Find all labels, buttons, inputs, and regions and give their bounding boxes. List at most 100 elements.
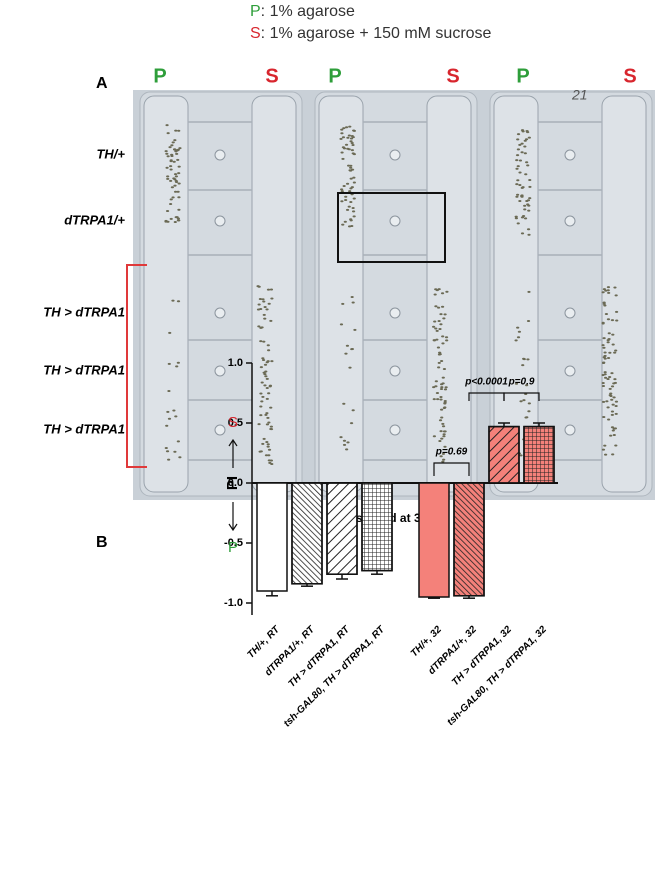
fly xyxy=(176,158,180,161)
fly xyxy=(259,405,263,408)
fly xyxy=(614,412,618,415)
fly xyxy=(516,193,520,196)
column-label: S xyxy=(446,65,459,87)
fly xyxy=(344,352,348,355)
fly xyxy=(442,435,446,438)
fly xyxy=(346,136,350,139)
fly xyxy=(607,418,611,421)
fly xyxy=(171,196,175,199)
fly xyxy=(165,124,169,127)
highlight-box xyxy=(337,192,446,263)
fly xyxy=(347,134,351,137)
bar-hatch xyxy=(361,482,393,572)
fly xyxy=(165,152,169,155)
fly xyxy=(269,459,274,462)
fly xyxy=(265,377,269,380)
fly xyxy=(259,340,263,343)
fly xyxy=(443,445,447,448)
fly xyxy=(527,233,531,236)
fly xyxy=(173,221,177,224)
fly xyxy=(169,179,173,182)
fly xyxy=(339,436,343,439)
fly xyxy=(610,426,615,429)
photo xyxy=(133,90,655,500)
fly xyxy=(175,152,179,155)
annotation: p<0.0001 xyxy=(464,377,508,388)
fly xyxy=(269,425,273,428)
fly xyxy=(264,454,269,457)
fly xyxy=(175,365,179,368)
fly xyxy=(519,400,523,403)
fly xyxy=(439,323,443,326)
fly xyxy=(528,197,532,200)
fly xyxy=(611,343,615,346)
fly xyxy=(170,153,174,156)
fly xyxy=(176,217,180,220)
fly xyxy=(527,402,531,405)
fly xyxy=(349,187,353,190)
fly xyxy=(349,166,353,169)
fly xyxy=(518,159,523,162)
fly xyxy=(174,180,179,183)
fly xyxy=(523,204,527,207)
fly xyxy=(261,298,265,301)
fly xyxy=(165,450,170,453)
fly xyxy=(604,453,608,456)
hole xyxy=(214,365,226,377)
fly xyxy=(435,392,440,395)
fly xyxy=(603,357,607,360)
fly xyxy=(166,155,170,158)
fly xyxy=(610,398,614,401)
fly xyxy=(269,428,273,431)
fly xyxy=(524,173,528,176)
fly xyxy=(342,185,346,188)
y-tick-label: 0.5 xyxy=(228,417,243,429)
fly xyxy=(609,434,613,437)
fly xyxy=(516,138,520,141)
fly xyxy=(352,197,356,200)
fly xyxy=(515,154,520,157)
fly xyxy=(614,404,618,407)
fly xyxy=(266,344,270,347)
fly xyxy=(525,384,529,387)
fly xyxy=(267,454,271,457)
plate-rail xyxy=(601,95,647,493)
fly xyxy=(606,406,610,409)
fly xyxy=(268,385,272,388)
fly xyxy=(169,160,173,163)
fly xyxy=(602,288,607,291)
x-tick-label: TH/+, 32 xyxy=(409,624,444,659)
fly xyxy=(606,377,610,380)
legend-entry: S: 1% agarose + 150 mM sucrose xyxy=(250,25,492,42)
fly xyxy=(346,147,350,150)
fly xyxy=(349,201,353,204)
fly xyxy=(259,414,263,417)
fly xyxy=(611,429,615,432)
fly xyxy=(514,217,518,220)
fly xyxy=(528,185,532,188)
fly xyxy=(266,445,270,448)
fly xyxy=(514,382,519,385)
fly xyxy=(525,416,529,419)
fly xyxy=(176,361,180,364)
hole xyxy=(564,149,576,161)
fly xyxy=(342,402,346,405)
fly xyxy=(608,387,612,390)
fly xyxy=(262,371,266,374)
fly xyxy=(602,301,606,304)
fly xyxy=(526,131,530,134)
fly xyxy=(440,305,445,308)
fly xyxy=(176,300,181,303)
fly xyxy=(340,188,344,191)
fly xyxy=(266,288,271,291)
fly xyxy=(349,137,354,140)
fly xyxy=(346,441,350,444)
hole xyxy=(214,307,226,319)
fly xyxy=(526,358,530,361)
bar xyxy=(256,482,288,592)
fly xyxy=(351,207,355,210)
fly xyxy=(527,290,531,293)
fly xyxy=(601,362,606,365)
hole xyxy=(564,215,576,227)
